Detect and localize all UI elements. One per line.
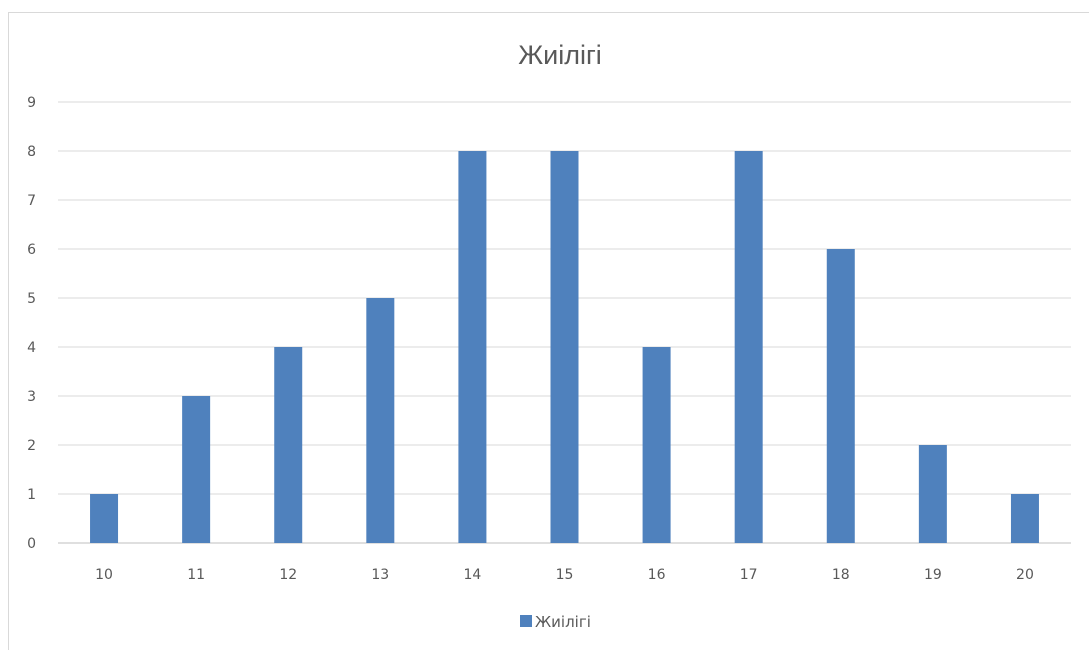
y-axis-ticks: 0 1 2 3 4 5 6 7 8 9 — [27, 95, 36, 552]
x-tick-label: 14 — [463, 567, 481, 583]
x-tick-label: 20 — [1016, 567, 1034, 583]
bar-18 — [826, 249, 855, 543]
x-axis-ticks: 10 11 12 13 14 15 16 17 18 19 20 — [95, 567, 1034, 583]
x-tick-label: 11 — [187, 567, 205, 583]
y-tick-label: 6 — [27, 242, 36, 258]
y-tick-label: 3 — [27, 389, 36, 405]
bar-19 — [918, 445, 947, 543]
y-tick-label: 5 — [27, 291, 36, 307]
x-tick-label: 12 — [279, 567, 297, 583]
legend-label: Жиілігі — [535, 613, 591, 631]
y-tick-label: 1 — [27, 487, 36, 503]
y-tick-label: 0 — [27, 536, 36, 552]
x-tick-label: 17 — [740, 567, 758, 583]
y-tick-label: 2 — [27, 438, 36, 454]
x-tick-label: 19 — [924, 567, 942, 583]
bar-10 — [90, 494, 119, 543]
bar-12 — [274, 347, 303, 543]
bar-15 — [550, 151, 579, 543]
chart-title: Жиілігі — [518, 40, 602, 70]
y-tick-label: 8 — [27, 144, 36, 160]
bar-17 — [734, 151, 763, 543]
y-tick-label: 7 — [27, 193, 36, 209]
chart-frame — [8, 12, 1089, 650]
bar-11 — [182, 396, 211, 543]
bar-20 — [1010, 494, 1039, 543]
x-tick-label: 16 — [648, 567, 666, 583]
bar-16 — [642, 347, 671, 543]
bar-13 — [366, 298, 395, 543]
legend-swatch — [520, 615, 532, 627]
x-tick-label: 13 — [371, 567, 389, 583]
bars — [90, 151, 1039, 543]
x-tick-label: 18 — [832, 567, 850, 583]
x-tick-label: 15 — [556, 567, 574, 583]
x-tick-label: 10 — [95, 567, 113, 583]
y-tick-label: 4 — [27, 340, 36, 356]
y-tick-label: 9 — [27, 95, 36, 111]
bar-14 — [458, 151, 487, 543]
legend: Жиілігі — [520, 613, 591, 631]
